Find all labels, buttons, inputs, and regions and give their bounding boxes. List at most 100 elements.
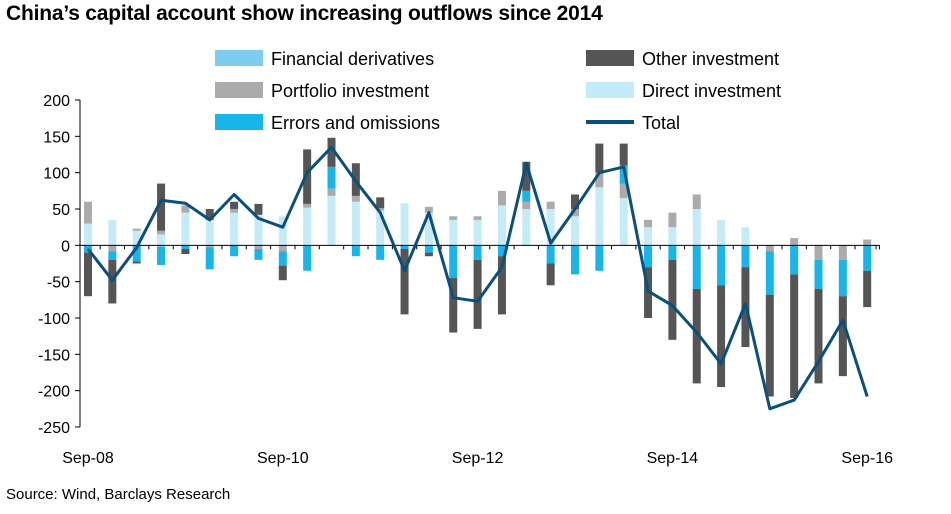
bar-errors_and_omissions xyxy=(157,246,166,265)
legend-label-financial_derivatives: Financial derivatives xyxy=(271,49,434,69)
bar-portfolio_investment xyxy=(278,245,287,252)
bar-direct_investment xyxy=(668,227,677,246)
bar-direct_investment xyxy=(449,219,458,246)
bar-other_investment xyxy=(522,161,531,191)
bar-other_investment xyxy=(400,248,409,315)
bar-errors_and_omissions xyxy=(351,245,360,257)
bar-portfolio_investment xyxy=(571,209,579,217)
bar-other_investment xyxy=(424,252,433,257)
total-line xyxy=(86,145,869,411)
bar-errors_and_omissions xyxy=(838,259,847,297)
bar-errors_and_omissions xyxy=(814,259,823,289)
bar-portfolio_investment xyxy=(863,239,872,246)
bar-portfolio_investment xyxy=(497,190,506,206)
bar-errors_and_omissions xyxy=(790,245,799,275)
bar-portfolio_investment xyxy=(692,194,701,209)
legend: Financial derivatives Other investment Por… xyxy=(215,49,781,133)
bar-other_investment xyxy=(157,183,166,231)
bar-portfolio_investment xyxy=(254,245,263,249)
bar-other_investment xyxy=(863,270,872,308)
bar-other_investment xyxy=(717,285,726,388)
bar-direct_investment xyxy=(351,201,360,246)
bar-errors_and_omissions xyxy=(668,245,677,260)
bar-portfolio_investment xyxy=(814,245,823,260)
bar-errors_and_omissions xyxy=(522,190,531,202)
x-tick-label: Sep-12 xyxy=(452,450,504,467)
bar-other_investment xyxy=(449,278,458,333)
bar-errors_and_omissions xyxy=(327,166,336,189)
legend-swatch-total xyxy=(586,120,634,124)
legend-label-other_investment: Other investment xyxy=(642,49,779,69)
bar-errors_and_omissions xyxy=(205,247,214,270)
bar-direct_investment xyxy=(619,198,628,246)
bar-portfolio_investment xyxy=(84,201,92,224)
bar-other_investment xyxy=(327,137,336,167)
legend-label-total: Total xyxy=(642,113,680,133)
bar-direct_investment xyxy=(595,187,604,246)
bar-other_investment xyxy=(595,143,604,173)
bar-other_investment xyxy=(230,201,239,209)
y-tick-label: 200 xyxy=(43,93,70,110)
bar-portfolio_investment xyxy=(838,245,847,260)
bar-direct_investment xyxy=(327,195,336,246)
bar-errors_and_omissions xyxy=(132,245,141,262)
bar-errors_and_omissions xyxy=(108,251,117,260)
bar-other_investment xyxy=(205,209,214,220)
bar-portfolio_investment xyxy=(595,172,604,188)
bar-other_investment xyxy=(765,294,774,397)
bar-other_investment xyxy=(619,143,628,166)
bar-portfolio_investment xyxy=(327,188,336,196)
bar-direct_investment xyxy=(717,219,726,246)
y-tick-label: 50 xyxy=(52,202,70,219)
bar-layer xyxy=(84,137,872,398)
y-tick-label: 100 xyxy=(43,166,70,183)
y-tick-label: 150 xyxy=(43,129,70,146)
legend-swatch-direct_investment xyxy=(586,82,634,98)
bar-portfolio_investment xyxy=(376,208,385,211)
bar-other_investment xyxy=(546,263,555,286)
y-tick-label: -100 xyxy=(38,311,70,328)
bar-direct_investment xyxy=(205,219,214,246)
y-tick-label: -150 xyxy=(38,347,70,364)
bar-errors_and_omissions xyxy=(254,248,263,260)
bar-other_investment xyxy=(84,252,92,297)
bar-portfolio_investment xyxy=(644,219,653,228)
bar-direct_investment xyxy=(546,209,555,246)
bar-portfolio_investment xyxy=(424,206,433,213)
bar-portfolio_investment xyxy=(790,238,799,246)
bar-errors_and_omissions xyxy=(278,251,287,266)
bar-portfolio_investment xyxy=(619,183,628,199)
bar-portfolio_investment xyxy=(522,201,531,209)
bar-direct_investment xyxy=(181,212,190,246)
bar-other_investment xyxy=(254,203,263,215)
x-tick-label: Sep-16 xyxy=(841,450,893,467)
bar-portfolio_investment xyxy=(546,201,555,209)
legend-swatch-portfolio_investment xyxy=(215,82,263,98)
bar-direct_investment xyxy=(376,210,385,246)
bar-portfolio_investment xyxy=(108,245,117,252)
bar-other_investment xyxy=(132,261,141,264)
y-tick-label: 0 xyxy=(61,238,70,255)
bar-errors_and_omissions xyxy=(717,245,726,286)
bar-other_investment xyxy=(838,296,847,377)
bar-other_investment xyxy=(692,288,701,384)
bar-errors_and_omissions xyxy=(449,245,458,279)
bar-direct_investment xyxy=(157,234,166,246)
legend-label-direct_investment: Direct investment xyxy=(642,81,781,101)
bar-portfolio_investment xyxy=(449,216,458,220)
legend-swatch-errors_and_omissions xyxy=(215,114,263,130)
legend-label-errors_and_omissions: Errors and omissions xyxy=(271,113,440,133)
legend-swatch-other_investment xyxy=(586,50,634,66)
bar-direct_investment xyxy=(424,212,433,246)
bar-direct_investment xyxy=(230,212,239,246)
bar-direct_investment xyxy=(741,227,750,246)
y-tick-label: -50 xyxy=(47,275,70,292)
bar-other_investment xyxy=(497,256,506,315)
bar-direct_investment xyxy=(303,207,312,246)
bar-other_investment xyxy=(303,149,312,204)
legend-swatch-financial_derivatives xyxy=(215,50,263,66)
bar-portfolio_investment xyxy=(157,230,166,235)
bar-other_investment xyxy=(473,259,482,329)
bar-direct_investment xyxy=(692,209,701,246)
bar-direct_investment xyxy=(473,219,482,246)
